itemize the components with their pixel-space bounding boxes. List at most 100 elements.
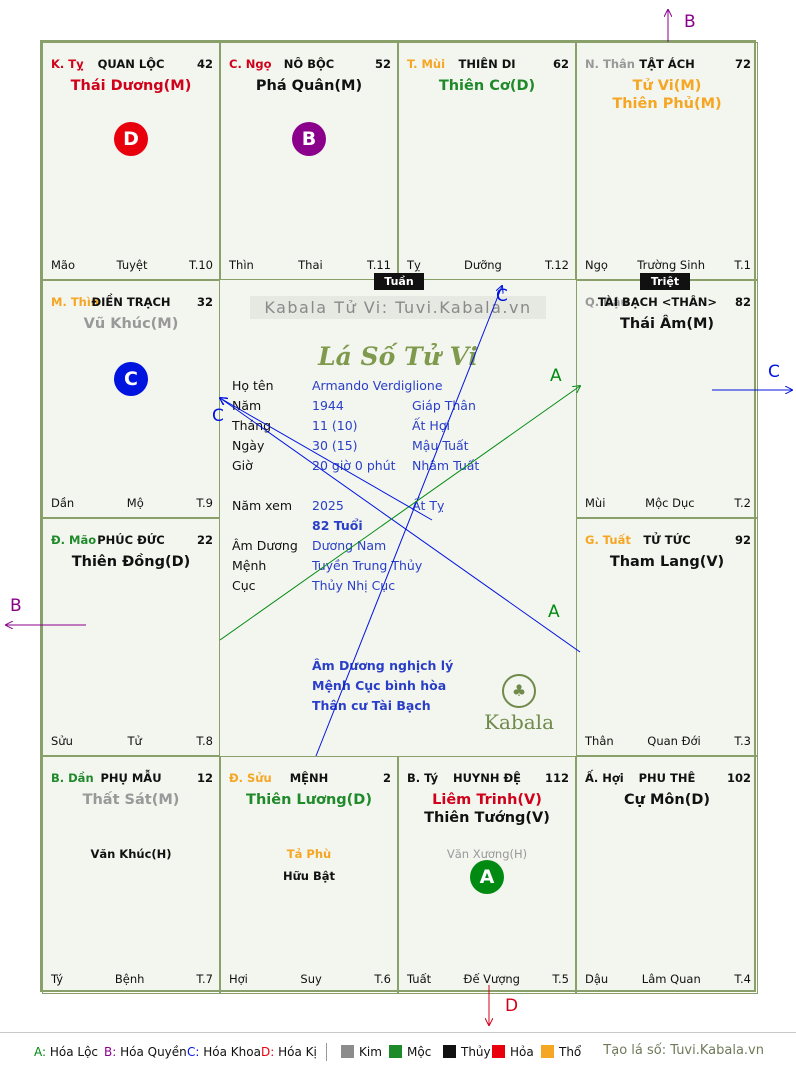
palace-stem-branch: B. Tý xyxy=(407,771,439,785)
palace-no-boc[interactable]: C. Ngọ NÔ BỘC 52 Phá Quân(M) Thìn Thai T.11 xyxy=(220,42,398,280)
arrow-label-c-right: C xyxy=(768,362,780,382)
legend-element: Kim xyxy=(341,1045,382,1059)
info-label: Năm xyxy=(232,398,262,413)
palace-stage: Đế Vượng xyxy=(463,972,520,986)
palace-stem-branch: Đ. Mão xyxy=(51,533,97,547)
palace-phu-mau[interactable]: B. Dần PHỤ MẪU 12 Thất Sát(M) Văn Khúc(H) Tý B… xyxy=(42,756,220,994)
palace-month: T.5 xyxy=(552,972,569,986)
palace-age: 52 xyxy=(374,57,391,71)
palace-phuc-duc[interactable]: Đ. Mão PHÚC ĐỨC 22 Thiên Đồng(D) Sửu Tử T.8 xyxy=(42,518,220,756)
minor-star[interactable]: Văn Khúc(H) xyxy=(90,847,172,861)
legend-code: D: xyxy=(261,1045,275,1059)
legend-mutagen: A: Hóa Lộc xyxy=(34,1045,98,1059)
legend-element: Thổ xyxy=(541,1045,581,1059)
palace-month: T.7 xyxy=(196,972,213,986)
minor-star[interactable]: Văn Xương(H) xyxy=(446,847,528,861)
palace-branch: Sửu xyxy=(51,734,73,748)
palace-name: TẬT ÁCH xyxy=(639,57,695,71)
main-star[interactable]: Cự Môn(D) xyxy=(623,792,711,808)
palace-name: PHU THÊ xyxy=(638,771,696,785)
kabala-logo-text: Kabala xyxy=(484,710,554,734)
main-star[interactable]: Thất Sát(M) xyxy=(82,792,180,808)
legend-mutagen: C: Hóa Khoa xyxy=(187,1045,261,1059)
legend-code: C: xyxy=(187,1045,200,1059)
main-star[interactable]: Liêm Trinh(V) xyxy=(432,792,542,808)
palace-name: MỆNH xyxy=(289,771,329,785)
palace-tai-bach[interactable]: Q. Dậu TÀI BẠCH <THÂN> 82 Thái Âm(M) Mùi Mộc … xyxy=(576,280,758,518)
palace-name: TÀI BẠCH <THÂN> xyxy=(597,295,717,309)
footer-credit[interactable]: Tạo lá số: Tuvi.Kabala.vn xyxy=(603,1043,764,1058)
main-star[interactable]: Tham Lang(V) xyxy=(609,554,725,570)
palace-age: 22 xyxy=(196,533,213,547)
palace-tu-tuc[interactable]: G. Tuất TỬ TỨC 92 Tham Lang(V) Thân Quan Đới T… xyxy=(576,518,758,756)
minor-star[interactable]: Hữu Bật xyxy=(282,869,336,883)
legend-text: Hóa Kị xyxy=(274,1045,317,1059)
minor-stars: Văn Xương(H) xyxy=(399,843,575,865)
info-label: Họ tên xyxy=(232,378,274,393)
palace-month: T.10 xyxy=(189,258,213,272)
legend-element: Hỏa xyxy=(492,1045,534,1059)
arrow-label-d-bottom: D xyxy=(505,996,519,1016)
palace-stage: Tuyệt xyxy=(116,258,148,272)
palace-month: T.6 xyxy=(374,972,391,986)
info-label: Cục xyxy=(232,578,256,593)
palace-thien-di[interactable]: T. Mùi THIÊN DI 62 Thiên Cơ(D) Tỵ Dưỡng T.12 xyxy=(398,42,576,280)
main-star[interactable]: Vũ Khúc(M) xyxy=(83,316,179,332)
palace-quan-loc[interactable]: K. Tỵ QUAN LỘC 42 Thái Dương(M) Mão Tuyệt T.10 xyxy=(42,42,220,280)
element-swatch xyxy=(389,1045,402,1058)
info-value: Dương Nam xyxy=(312,538,387,553)
palace-menh[interactable]: Đ. Sửu MỆNH 2 Thiên Lương(D) Tả Phù Hữu Bật Hợ… xyxy=(220,756,398,994)
palace-footer: Dậu Lâm Quan T.4 xyxy=(585,972,751,986)
main-star[interactable]: Thái Dương(M) xyxy=(70,78,192,94)
palace-huynh-de[interactable]: B. Tý HUYNH ĐỆ 112 Liêm Trinh(V) Thiên Tướng… xyxy=(398,756,576,994)
minor-stars: Văn Khúc(H) xyxy=(43,843,219,865)
palace-footer: Tuất Đế Vượng T.5 xyxy=(407,972,569,986)
palace-name: QUAN LỘC xyxy=(97,57,165,71)
main-star[interactable]: Thái Âm(M) xyxy=(619,316,715,332)
palace-age: 92 xyxy=(734,533,751,547)
palace-tat-ach[interactable]: N. Thân TẬT ÁCH 72 Tử Vi(M) Thiên Phủ(M) Ngọ T… xyxy=(576,42,758,280)
palace-stage: Mộ xyxy=(126,496,144,510)
arrow-label-a-upper: A xyxy=(550,366,562,386)
palace-stem-branch: T. Mùi xyxy=(407,57,446,71)
palace-stage: Trường Sinh xyxy=(637,258,705,272)
legend-text: Hóa Lộc xyxy=(46,1045,99,1059)
legend-element: Thủy xyxy=(443,1045,491,1059)
main-star[interactable]: Phá Quân(M) xyxy=(255,78,363,94)
palace-month: T.11 xyxy=(367,258,391,272)
main-star[interactable]: Thiên Tướng(V) xyxy=(424,810,550,826)
main-star[interactable]: Thiên Đồng(D) xyxy=(71,554,191,570)
chart-logo-title: Lá Số Tử Vi xyxy=(318,342,478,371)
palace-age: 62 xyxy=(552,57,569,71)
legend-text: Hóa Quyền xyxy=(116,1045,187,1059)
main-star[interactable]: Thiên Phủ(M) xyxy=(612,96,722,112)
palace-phu-the[interactable]: Ấ. Hợi PHU THÊ 102 Cự Môn(D) Dậu Lâm Quan T.4 xyxy=(576,756,758,994)
palace-month: T.9 xyxy=(196,496,213,510)
palace-name: TỬ TỨC xyxy=(643,533,691,547)
palace-stem-branch: N. Thân xyxy=(585,57,635,71)
info-label: Năm xem xyxy=(232,498,293,513)
main-stars: Thái Âm(M) xyxy=(577,315,757,333)
tree-icon: ♣ xyxy=(502,674,537,708)
palace-dien-trach[interactable]: M. Thìn ĐIỀN TRẠCH 32 Vũ Khúc(M) Dần Mộ T.9 xyxy=(42,280,220,518)
triet-tag: Triệt xyxy=(640,273,690,290)
info-value-2: Mậu Tuất xyxy=(412,438,469,453)
palace-branch: Dậu xyxy=(585,972,609,986)
main-star[interactable]: Tử Vi(M) xyxy=(632,78,702,94)
legend-mutagen: D: Hóa Kị xyxy=(261,1045,317,1059)
element-name: Thủy xyxy=(461,1045,491,1059)
palace-month: T.3 xyxy=(734,734,751,748)
main-stars: Liêm Trinh(V) Thiên Tướng(V) xyxy=(399,791,575,827)
minor-star[interactable]: Tả Phù xyxy=(286,847,332,861)
palace-month: T.4 xyxy=(734,972,751,986)
info-label: Ngày xyxy=(232,438,265,453)
main-star[interactable]: Thiên Lương(D) xyxy=(246,792,372,808)
main-star[interactable]: Thiên Cơ(D) xyxy=(438,78,536,94)
palace-footer: Thìn Thai T.11 xyxy=(229,258,391,272)
palace-month: T.1 xyxy=(734,258,751,272)
palace-footer: Mùi Mộc Dục T.2 xyxy=(585,496,751,510)
palace-stage: Thai xyxy=(298,258,323,272)
arrow-label-b-left: B xyxy=(10,596,22,616)
mutagen-badge-a: A xyxy=(470,860,504,894)
element-swatch xyxy=(492,1045,505,1058)
